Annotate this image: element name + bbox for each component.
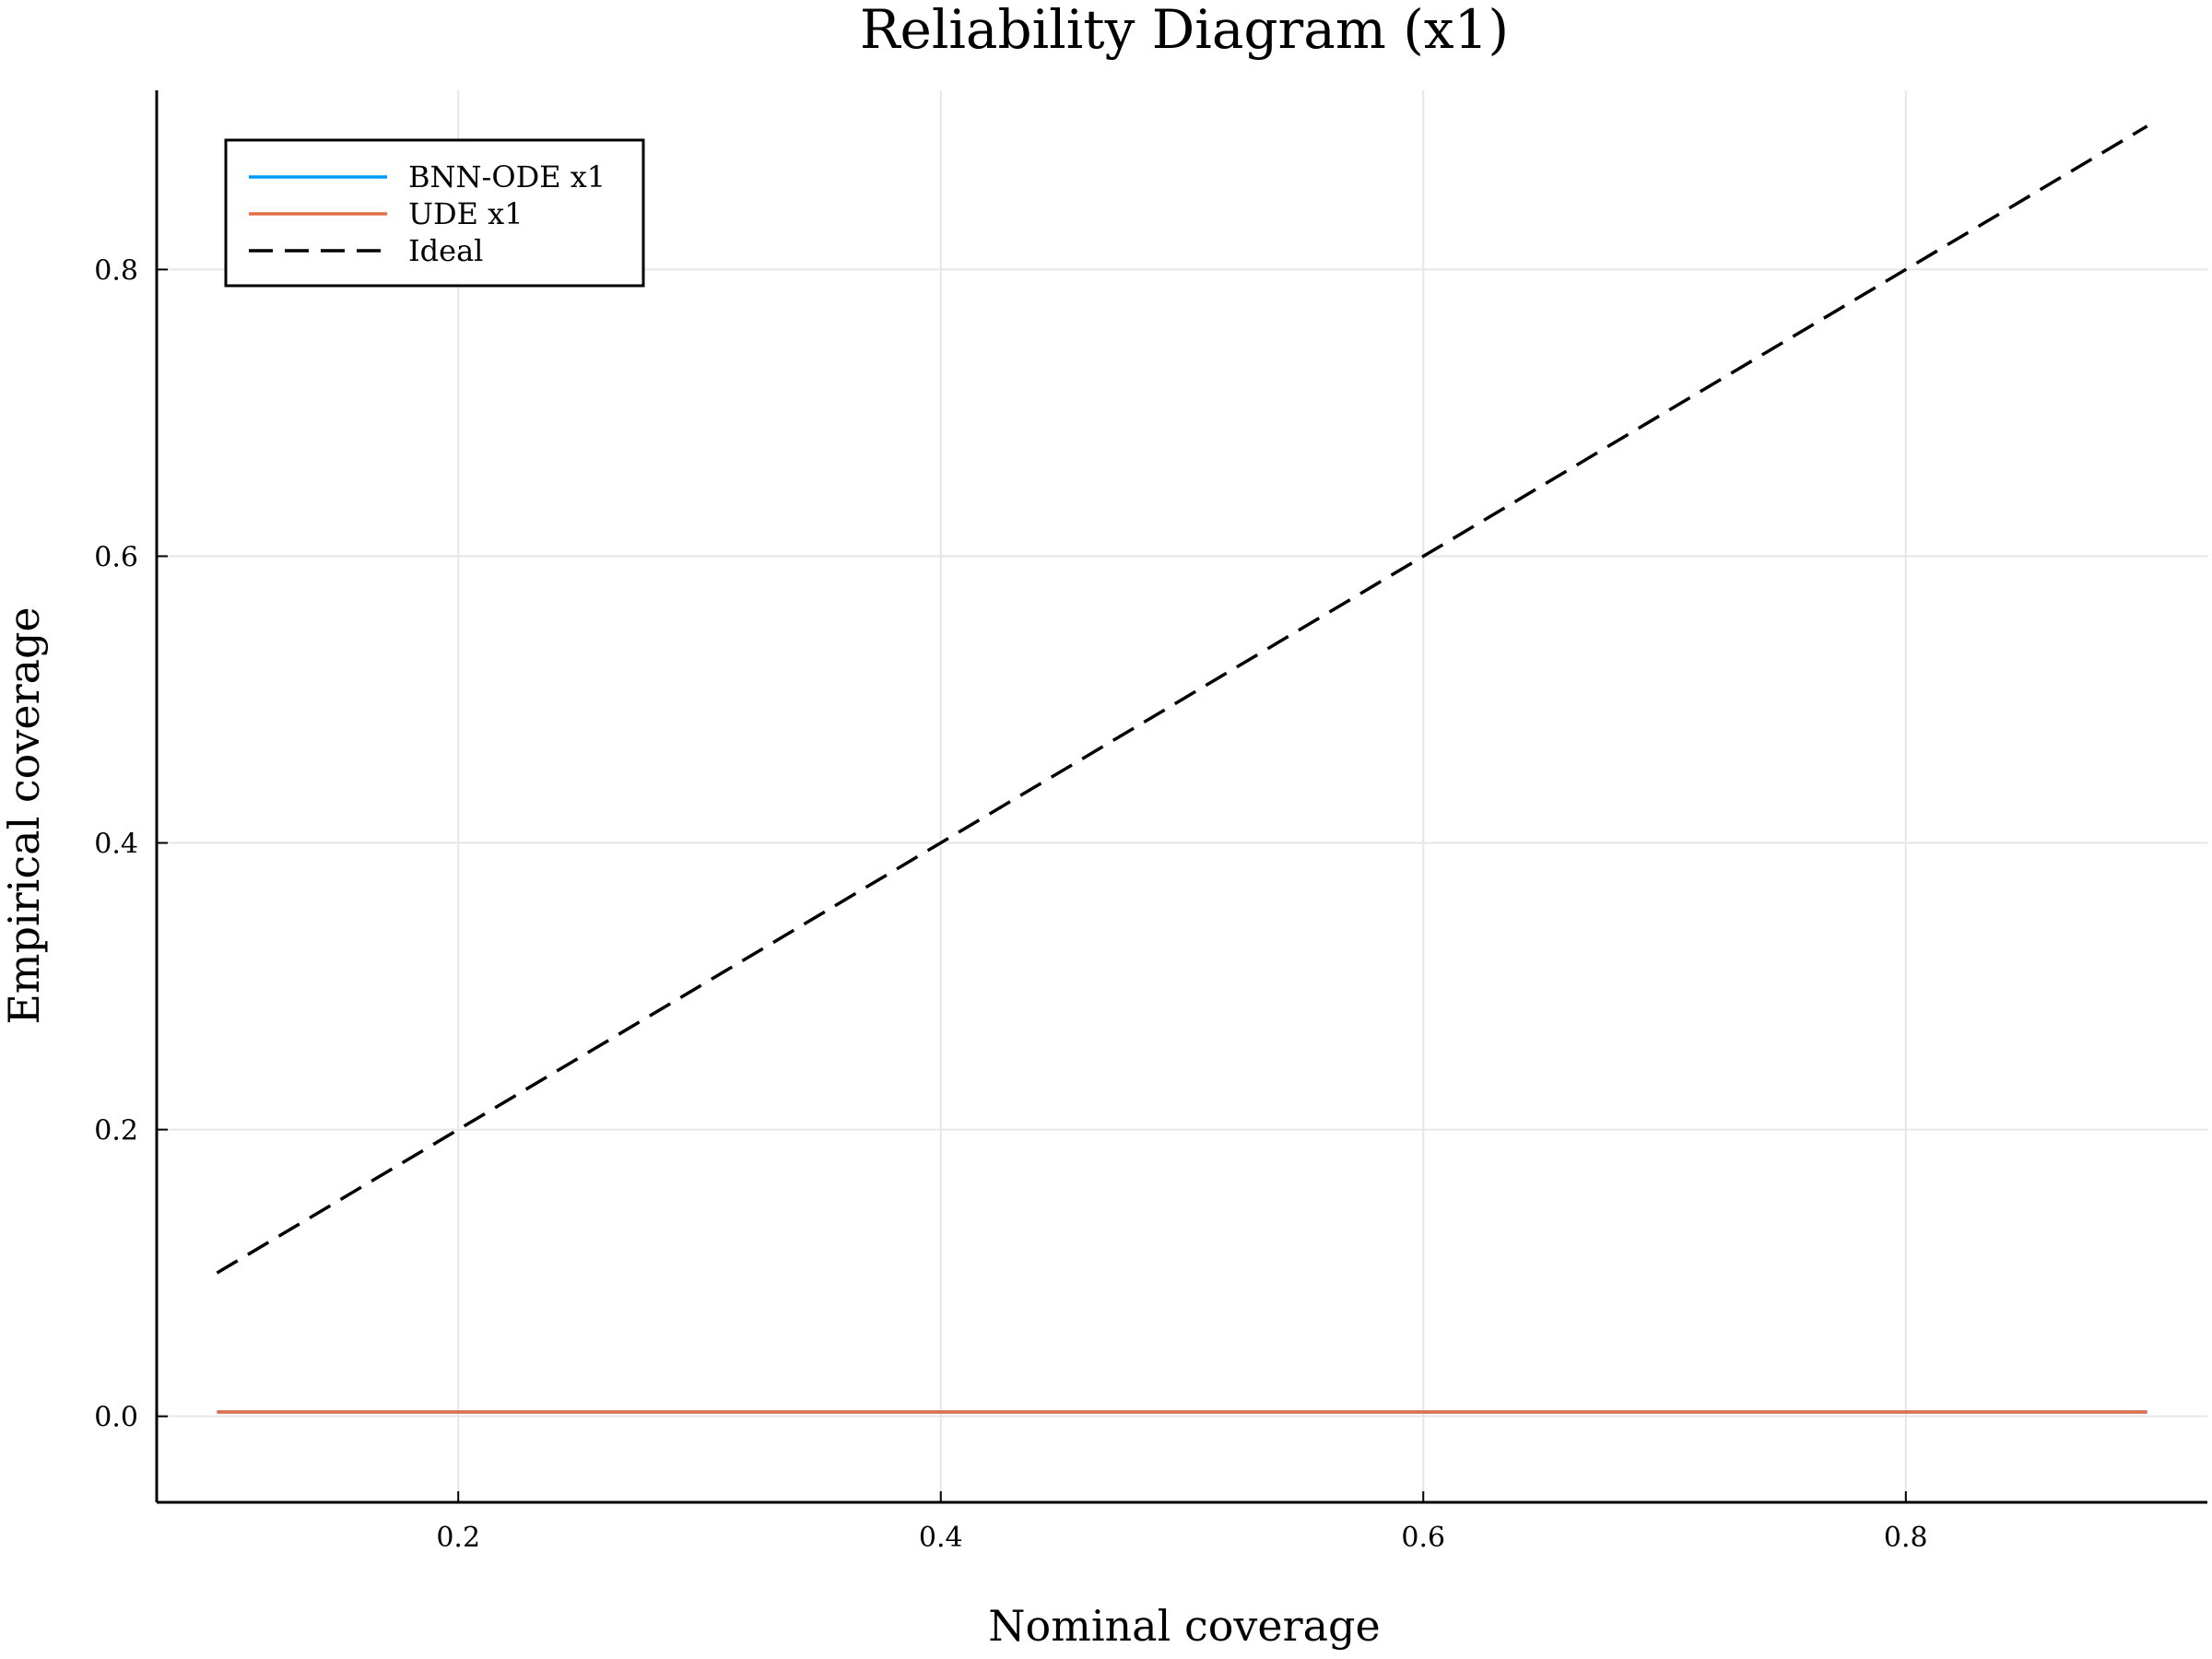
legend-label-bnn-ode-x1: BNN-ODE x1 bbox=[408, 159, 606, 194]
x-axis-label: Nominal coverage bbox=[988, 1601, 1380, 1651]
series-layer bbox=[216, 124, 2148, 1414]
x-tick-label-3: 0.8 bbox=[1884, 1522, 1928, 1554]
y-tick-label-2: 0.4 bbox=[94, 829, 138, 861]
tick-layer: 0.2 0.4 0.6 0.8 0.0 0.2 0.4 0.6 0.8 bbox=[94, 254, 1927, 1554]
y-tick-label-4: 0.8 bbox=[94, 254, 138, 287]
grid-lines bbox=[157, 90, 2207, 1502]
y-tick-label-3: 0.6 bbox=[94, 541, 138, 573]
series-line-ideal bbox=[216, 124, 2148, 1275]
x-tick-label-1: 0.4 bbox=[919, 1522, 963, 1554]
y-tick-label-0: 0.0 bbox=[94, 1402, 138, 1434]
y-axis-label: Empirical coverage bbox=[0, 606, 49, 1024]
chart-title: Reliability Diagram (x1) bbox=[860, 0, 1509, 61]
x-tick-label-2: 0.6 bbox=[1401, 1522, 1445, 1554]
axes bbox=[155, 90, 2207, 1504]
y-tick-label-1: 0.2 bbox=[94, 1115, 138, 1147]
legend-label-ude-x1: UDE x1 bbox=[408, 196, 524, 231]
x-tick-label-0: 0.2 bbox=[436, 1522, 480, 1554]
legend-label-ideal: Ideal bbox=[408, 233, 483, 268]
